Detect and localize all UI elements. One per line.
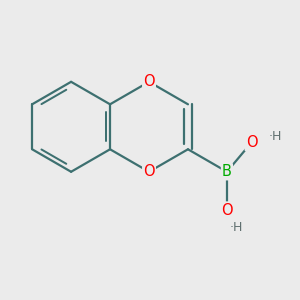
Text: O: O	[143, 74, 155, 89]
Text: O: O	[246, 135, 257, 150]
Text: O: O	[221, 202, 233, 217]
Text: O: O	[143, 164, 155, 179]
Text: ·H: ·H	[230, 221, 243, 234]
Text: B: B	[222, 164, 232, 179]
Text: ·H: ·H	[268, 130, 282, 143]
